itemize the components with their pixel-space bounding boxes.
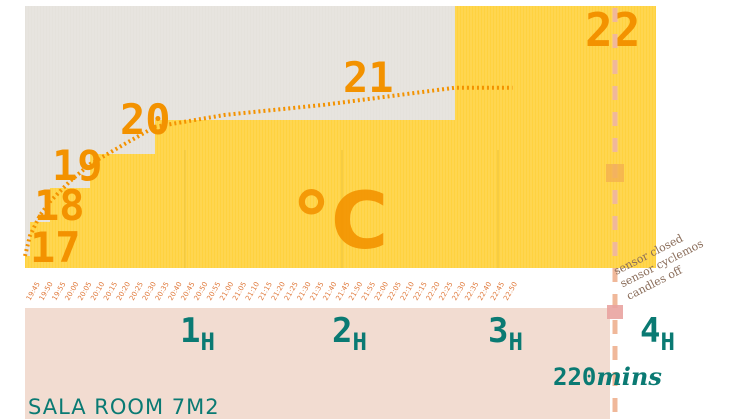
step-label-21: 21 (343, 53, 394, 102)
total-minutes-suffix: mins (596, 362, 662, 391)
step-bar-20 (90, 154, 155, 268)
step-label-20: 20 (120, 95, 171, 144)
hour-marker-value: 2 (332, 311, 352, 351)
chart-background-bottom (25, 308, 610, 419)
hour-marker-sub: H (352, 328, 366, 356)
hour-marker-value: 1 (180, 311, 200, 351)
hour-marker-value: 3 (488, 311, 508, 351)
end-marker-line (606, 8, 624, 419)
step-bar-19 (50, 188, 90, 268)
room-label: SALA ROOM 7M2 (28, 395, 220, 419)
step-bar-17 (25, 256, 30, 268)
hour-marker-1: 1H (180, 311, 215, 356)
unit-label: °C (292, 177, 388, 267)
hour-marker-2: 2H (332, 311, 367, 356)
hour-marker-sub: H (660, 328, 674, 356)
hour-marker-4: 4H (640, 311, 675, 356)
step-bar-21 (155, 120, 455, 268)
step-label-18: 18 (34, 181, 85, 230)
step-bar-22 (455, 6, 656, 268)
hour-marker-value: 4 (640, 311, 660, 351)
end-marker-block (606, 164, 624, 182)
temperature-steps (25, 6, 656, 268)
total-minutes-value: 220 (553, 363, 596, 391)
hour-marker-3: 3H (488, 311, 523, 356)
step-bar-18 (30, 222, 50, 268)
hour-marker-sub: H (200, 328, 214, 356)
step-label-17: 17 (30, 223, 81, 272)
x-axis-ticks: 19:4519:5019:5520:0020:0520:1020:1520:20… (25, 281, 519, 302)
chart-grid (26, 6, 655, 268)
temperature-curve (23, 85, 513, 257)
total-minutes: 220mins (553, 362, 662, 391)
hour-markers: 1H 2H 3H 4H (180, 311, 675, 356)
step-label-19: 19 (52, 141, 103, 190)
hour-marker-sub: H (508, 328, 522, 356)
end-marker-block (607, 305, 623, 319)
